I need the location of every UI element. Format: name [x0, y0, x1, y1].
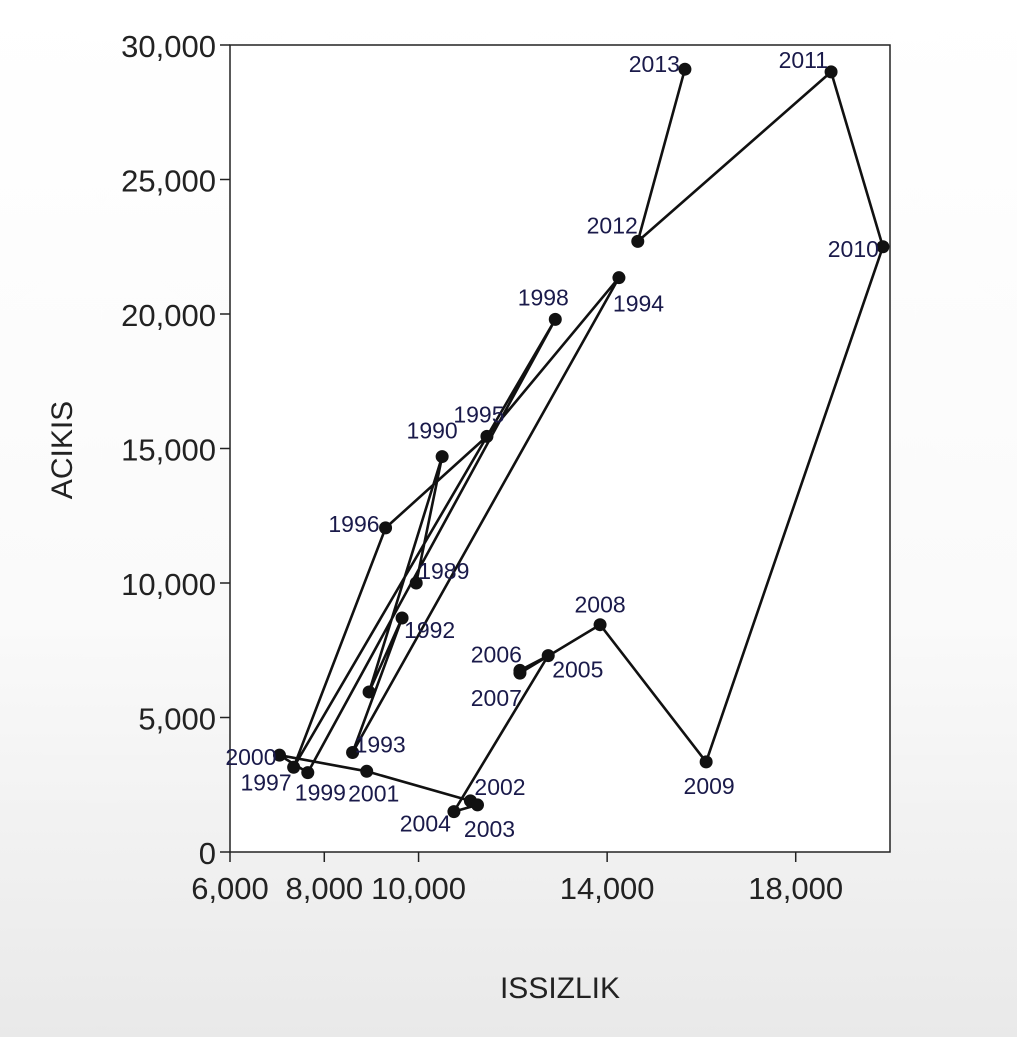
point-label-2002: 2002 [474, 774, 525, 800]
point-label-2012: 2012 [587, 212, 638, 238]
point-label-1999: 1999 [295, 780, 346, 806]
point-label-2005: 2005 [552, 657, 603, 683]
data-point-1999 [301, 766, 315, 780]
data-point-2010 [876, 240, 890, 254]
point-label-1989: 1989 [418, 558, 469, 584]
point-label-1992: 1992 [404, 617, 455, 643]
point-label-1993: 1993 [355, 731, 406, 757]
data-point-1993 [346, 745, 360, 759]
data-point-1994 [612, 271, 626, 285]
y-tick-label: 25,000 [121, 164, 216, 199]
point-label-2013: 2013 [629, 51, 680, 77]
data-point-2012 [631, 234, 645, 248]
data-point-2004 [447, 805, 461, 819]
x-tick-label: 14,000 [560, 871, 655, 906]
data-point-1992 [395, 611, 409, 625]
x-tick-label: 8,000 [285, 871, 363, 906]
point-label-2011: 2011 [779, 47, 828, 73]
point-label-1997: 1997 [240, 769, 291, 795]
point-label-2009: 2009 [684, 773, 735, 799]
data-point-2011 [824, 65, 838, 79]
data-point-1990 [435, 450, 449, 464]
y-tick-label: 20,000 [121, 298, 216, 333]
y-tick-label: 5,000 [138, 702, 216, 737]
point-label-1990: 1990 [407, 418, 458, 444]
y-tick-label: 10,000 [121, 567, 216, 602]
x-tick-label: 10,000 [371, 871, 466, 906]
data-point-1996 [379, 521, 393, 535]
y-axis-label: ACIKIS [46, 401, 79, 499]
y-tick-label: 15,000 [121, 433, 216, 468]
point-label-2006: 2006 [471, 641, 522, 667]
point-label-2007: 2007 [471, 685, 522, 711]
point-label-1994: 1994 [613, 291, 664, 317]
data-point-1991 [362, 685, 376, 699]
data-point-2005 [541, 649, 555, 663]
data-point-1998 [548, 312, 562, 326]
data-point-2013 [678, 62, 692, 76]
point-label-2001: 2001 [348, 780, 399, 806]
axes: 0 5,000 10,000 15,000 20,000 25,000 30,000 6,00… [121, 29, 843, 906]
point-label-2000: 2000 [225, 744, 276, 770]
data-point-2003 [471, 798, 484, 812]
x-tick-label: 6,000 [191, 871, 269, 906]
point-labels: 1989 1990 1992 1993 1994 1995 1996 1997 1998 1999… [225, 47, 879, 842]
data-point-2009 [699, 755, 713, 769]
data-point-1997 [287, 760, 301, 774]
point-label-2008: 2008 [574, 592, 625, 618]
point-label-2010: 2010 [828, 236, 879, 262]
point-label-1995: 1995 [453, 401, 504, 427]
data-point-2007 [513, 666, 527, 680]
data-point-1989 [409, 576, 423, 590]
y-tick-label: 0 [199, 836, 216, 871]
plot-frame [229, 44, 891, 853]
point-label-2003: 2003 [464, 816, 515, 842]
point-label-1996: 1996 [328, 511, 379, 537]
y-tick-label: 30,000 [121, 29, 216, 64]
data-point-2001 [360, 764, 374, 778]
x-tick-label: 18,000 [748, 871, 843, 906]
x-axis-label: ISSIZLIK [500, 972, 620, 1005]
point-label-2004: 2004 [400, 811, 451, 837]
point-label-1998: 1998 [518, 284, 569, 310]
data-point-2008 [593, 618, 607, 632]
data-point-1995 [480, 429, 494, 443]
data-points [273, 62, 890, 819]
data-point-2000 [273, 748, 286, 762]
